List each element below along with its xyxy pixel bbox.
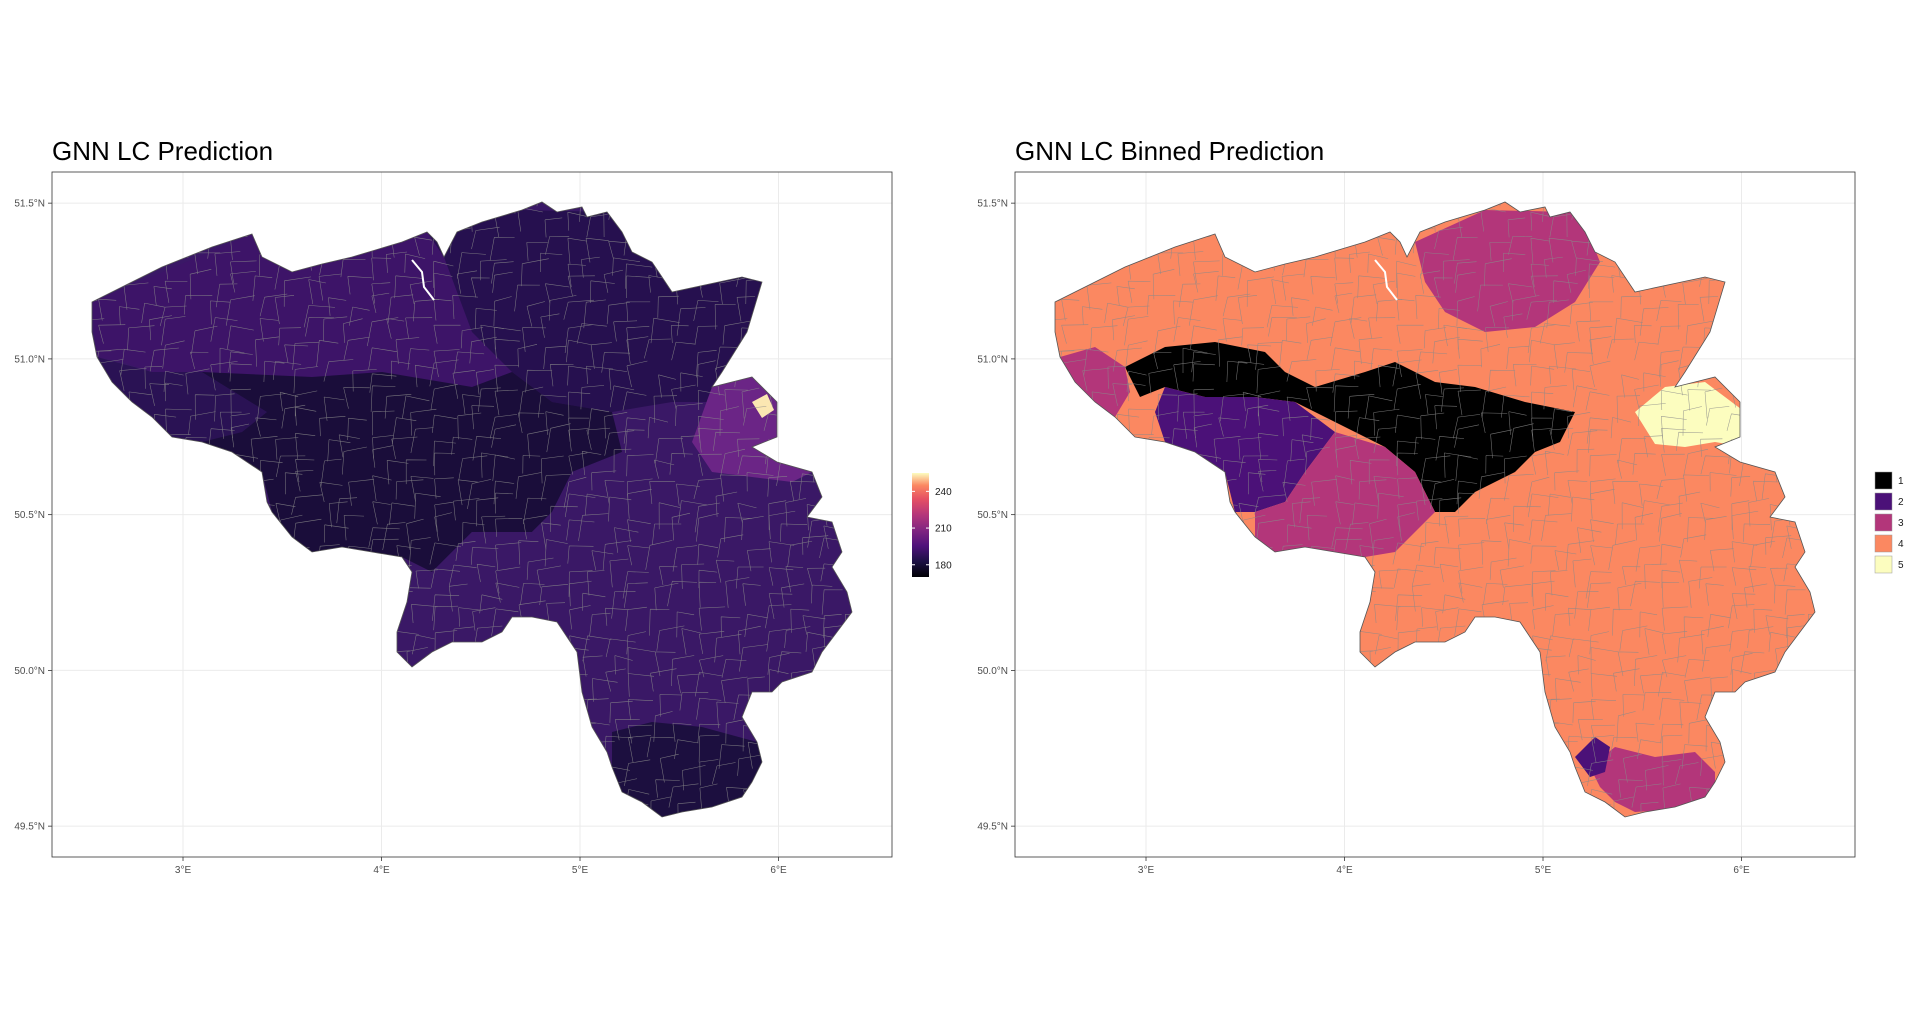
legend: 1 2 3 4 5 (1874, 471, 1904, 574)
region-brabant-central (202, 372, 622, 572)
colorbar-label: 210 (935, 524, 952, 535)
y-tick-label: 49.5°N (977, 822, 1008, 833)
y-tick-label: 50.5°N (977, 510, 1008, 521)
colorbar-label: 240 (935, 487, 952, 498)
region-south-hainaut (1255, 432, 1435, 557)
x-tick-label: 3°E (175, 865, 192, 876)
y-tick-label: 50.5°N (14, 510, 45, 521)
y-tick-label: 51.5°N (14, 199, 45, 210)
legend-key (1874, 555, 1893, 574)
y-tick-label: 50.0°N (977, 666, 1008, 677)
region-luxembourg-south (1590, 747, 1715, 812)
panel-right: GNN LC Binned Prediction 51.5°N 51.0°N 50.5… (977, 136, 1904, 876)
x-tick-label: 6°E (770, 865, 787, 876)
legend-label: 3 (1898, 518, 1904, 529)
legend-label: 5 (1898, 560, 1904, 571)
legend-key (1874, 513, 1893, 532)
region-luxembourg-patches (1575, 737, 1610, 777)
colorbar (912, 473, 929, 577)
legend: 240 210 180 (912, 473, 952, 577)
region-brabant-black-band (1125, 342, 1575, 512)
panel-left: GNN LC Prediction 51.5°N 51.0°N 50.5°N 50.0°… (14, 136, 952, 876)
legend-label: 4 (1898, 539, 1904, 550)
belgium-map (91, 201, 853, 818)
estuary-line (411, 259, 435, 301)
legend-label: 2 (1898, 497, 1904, 508)
estuary-line (1374, 259, 1398, 301)
plot-area: 51.5°N 51.0°N 50.5°N 50.0°N 49.5°N 3°E 4°E 5°E 6… (14, 171, 893, 876)
legend-key (1874, 492, 1893, 511)
legend-key (1874, 471, 1893, 490)
x-tick-label: 5°E (572, 865, 589, 876)
plot-frame (51, 171, 893, 858)
panel-title: GNN LC Binned Prediction (1015, 136, 1324, 166)
plot-area: 51.5°N 51.0°N 50.5°N 50.0°N 49.5°N 3°E 4°E 5°E 6… (977, 171, 1856, 876)
legend-label: 1 (1898, 476, 1904, 487)
region-eupen-hotspot (752, 394, 774, 418)
x-tick-label: 4°E (1336, 865, 1353, 876)
x-tick-label: 4°E (373, 865, 390, 876)
panel-title: GNN LC Prediction (52, 136, 273, 166)
region-west-hainaut (1060, 347, 1130, 417)
plot-frame (1014, 171, 1856, 858)
y-tick-label: 51.0°N (14, 354, 45, 365)
y-tick-label: 50.0°N (14, 666, 45, 677)
colorbar-label: 180 (935, 560, 952, 571)
x-tick-label: 6°E (1733, 865, 1750, 876)
y-tick-label: 51.5°N (977, 199, 1008, 210)
x-tick-label: 5°E (1535, 865, 1552, 876)
x-tick-label: 3°E (1138, 865, 1155, 876)
y-tick-label: 49.5°N (14, 822, 45, 833)
legend-key (1874, 534, 1893, 553)
y-tick-label: 51.0°N (977, 354, 1008, 365)
region-east-cantons (1635, 382, 1760, 447)
region-namur-liege (397, 442, 852, 742)
region-antwerp-limburg (427, 210, 762, 412)
